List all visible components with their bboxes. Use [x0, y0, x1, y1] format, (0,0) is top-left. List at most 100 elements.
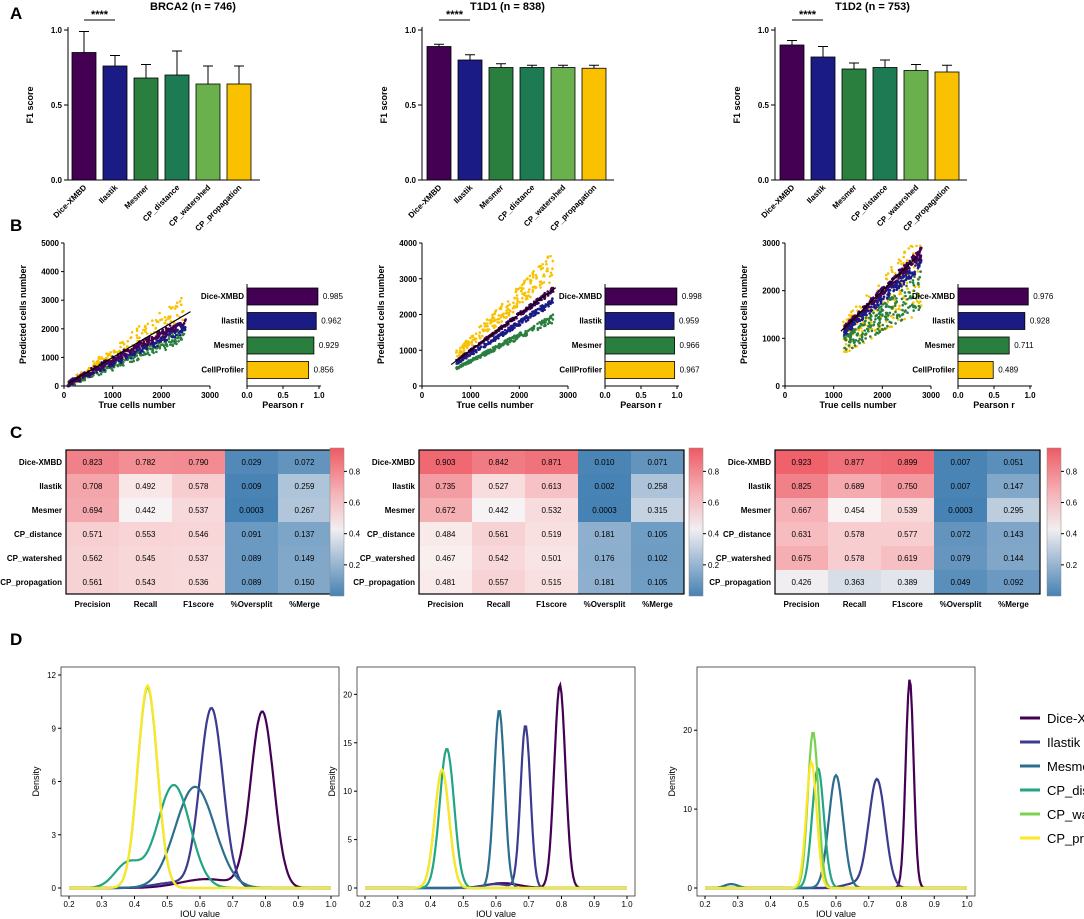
heatmap-cell: [881, 570, 934, 594]
heatmap-cell: [828, 522, 881, 546]
scatter-point: [105, 352, 108, 356]
density-line-CP_watershed: [365, 768, 627, 890]
colorbar-tick-label: 0.2: [349, 561, 361, 570]
scatter-point: [888, 320, 891, 324]
pearson-value-label: 0.959: [679, 317, 700, 326]
scatter-point: [541, 266, 545, 270]
scatter-point: [521, 287, 525, 290]
scatter-point: [882, 297, 885, 301]
x-tick-label: 0.3: [392, 900, 404, 909]
heatmap-col-label: Recall: [134, 600, 158, 609]
heatmap-cell: [881, 474, 934, 498]
pearson-bar-Dice-XMBD: [246, 287, 319, 306]
scatter-point: [855, 345, 859, 348]
scatter-point: [173, 307, 177, 310]
scatter-point: [874, 299, 877, 302]
scatter-point: [486, 330, 489, 333]
scatter-point: [912, 301, 915, 304]
scatter-point: [536, 322, 539, 326]
scatter-point: [113, 356, 117, 360]
y-tick-label: 15: [343, 739, 352, 748]
scatter-point: [864, 337, 867, 340]
x-tick-label: 0.2: [63, 900, 75, 909]
scatter-point: [869, 306, 873, 309]
scatter-point: [857, 317, 860, 321]
scatter-point: [161, 335, 164, 338]
scatter-point: [92, 363, 96, 366]
scatter-point: [547, 317, 551, 321]
scatter-point: [100, 357, 104, 361]
scatter-point: [916, 266, 920, 270]
heatmap-cell: [987, 474, 1040, 498]
scatter-point: [117, 359, 121, 363]
y-tick-label: 5: [348, 836, 353, 845]
scatter-point: [899, 319, 903, 322]
scatter-point: [886, 324, 889, 328]
scatter-point: [478, 347, 482, 351]
density-line-Dice-XMBD: [365, 681, 627, 890]
scatter-point: [455, 349, 458, 353]
scatter-point: [162, 344, 166, 348]
scatter-point: [520, 320, 524, 323]
scatter-point: [874, 333, 877, 336]
y-tick-label: 6: [52, 778, 57, 787]
scatter-point: [911, 295, 915, 299]
heatmap-cell-value: 0.578: [188, 482, 209, 491]
pearson-x-tick-label: 1.0: [671, 391, 683, 400]
pearson-bar-Mesmer: [246, 336, 315, 355]
scatter-point: [95, 362, 99, 366]
heatmap-cell: [119, 450, 172, 474]
scatter-point: [911, 273, 914, 277]
scatter-point: [177, 340, 180, 343]
scatter-points: [842, 244, 923, 354]
x-axis-label: True cells number: [819, 400, 897, 410]
x-tick-label: 3000: [922, 391, 940, 400]
scatter-point: [528, 328, 532, 331]
panel-letter-a: A: [10, 4, 23, 23]
heatmap-cell: [631, 570, 684, 594]
heatmap-cell: [578, 546, 631, 570]
heatmap-cell-value: 0.750: [897, 482, 918, 491]
heatmap-cell: [987, 570, 1040, 594]
y-tick-label: 0: [52, 884, 57, 893]
scatter-point: [144, 327, 148, 330]
heatmap-cell-value: 0.578: [844, 554, 865, 563]
scatter-point: [890, 325, 893, 329]
scatter-point: [551, 259, 555, 263]
legend-label: Ilastik: [1047, 735, 1081, 750]
scatter-point: [483, 322, 487, 325]
heatmap-col-label: F1score: [183, 600, 214, 609]
heatmap-border: [418, 449, 685, 595]
heatmap-cell-value: 0.532: [541, 506, 562, 515]
pearson-bar-Dice-XMBD: [957, 287, 1029, 306]
scatter-point: [515, 302, 519, 305]
scatter-point: [478, 334, 481, 338]
scatter-point: [455, 367, 459, 371]
heatmap-cell-value: 0.149: [294, 554, 315, 563]
scatter-point: [122, 360, 125, 364]
scatter-point: [870, 327, 874, 331]
scatter-point: [890, 283, 893, 287]
bar-chart-title: T1D1 (n = 838): [470, 1, 545, 13]
y-tick-label: 12: [47, 671, 56, 680]
scatter-point: [898, 268, 901, 272]
scatter-point: [872, 324, 875, 327]
scatter-point: [483, 329, 487, 332]
heatmap-cell: [472, 498, 525, 522]
pearson-bar-Ilastik: [246, 312, 317, 330]
scatter-point: [905, 259, 909, 262]
scatter-point: [917, 301, 921, 305]
heatmap-cell: [934, 450, 987, 474]
scatter-point: [159, 318, 162, 322]
x-tick-label: 0.3: [732, 900, 744, 909]
scatter-point: [483, 345, 487, 349]
scatter-point: [180, 296, 183, 300]
scatter-point: [151, 323, 155, 327]
scatter-point: [864, 319, 867, 323]
scatter-point: [909, 280, 912, 284]
heatmap-cell-value: 0.694: [82, 506, 103, 515]
scatter-point: [528, 303, 531, 307]
scatter-point: [531, 329, 534, 332]
y-axis-label: F1 score: [25, 86, 35, 123]
heatmap-cell: [172, 450, 225, 474]
